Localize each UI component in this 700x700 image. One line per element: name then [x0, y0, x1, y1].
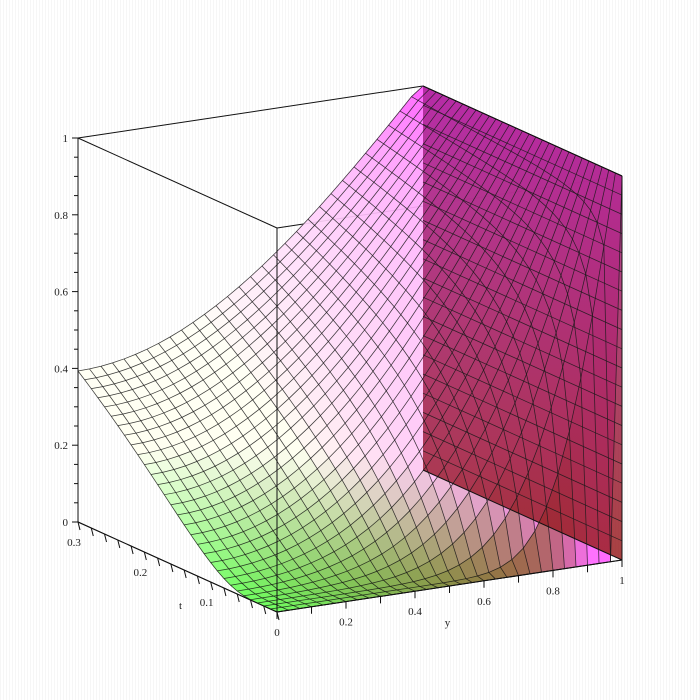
mesh-line-face — [422, 373, 623, 465]
mesh-line-y — [204, 314, 404, 594]
t-axis-tick — [183, 569, 187, 579]
mesh-line-face — [422, 354, 623, 446]
z-tick-label: 0.8 — [54, 210, 68, 222]
z-tick-label: 1 — [63, 133, 69, 145]
mesh-line-y — [192, 322, 393, 596]
mesh-line-y — [319, 206, 519, 576]
mesh-line-y — [89, 368, 289, 611]
t-tick-label: 0.3 — [67, 537, 81, 549]
mesh-line-face — [422, 258, 623, 350]
y-tick-label: 0.4 — [408, 606, 422, 618]
t-axis-tick — [236, 593, 240, 603]
mesh-line-y — [365, 152, 565, 569]
t-axis-tick — [117, 539, 121, 549]
z-axis: 0 0.2 0.4 0.6 0.8 1 — [54, 133, 79, 529]
t-axis: 0.1 0.2 0.3 t — [67, 521, 280, 621]
box-edge — [77, 85, 424, 139]
mesh-line-face — [422, 181, 623, 273]
y-tick-label: 1 — [619, 575, 625, 587]
t-axis-tick — [143, 551, 147, 561]
mesh-line-y — [158, 343, 358, 601]
z-tick-label: 0.4 — [54, 363, 68, 375]
mesh-line-y — [227, 296, 427, 590]
t-axis-tick — [263, 605, 267, 615]
mesh-line-y — [307, 218, 508, 578]
mesh-line-y — [100, 366, 301, 609]
y-tick-label: 0.2 — [339, 617, 353, 629]
mesh-line-y — [296, 231, 496, 580]
box-edge — [422, 85, 623, 177]
t-axis-tick — [210, 581, 214, 591]
t-axis-tick — [196, 575, 200, 585]
t-axis-tick — [170, 563, 174, 573]
z-tick-label: 0.2 — [54, 440, 68, 452]
mesh-line-y — [342, 180, 542, 573]
mesh-line-face — [422, 277, 623, 369]
t-axis-tick — [276, 611, 280, 621]
mesh-line-y — [399, 110, 600, 564]
mesh-line-face — [422, 412, 623, 503]
mesh-line-face — [422, 143, 623, 234]
mesh-line-y — [273, 254, 473, 583]
mesh-line-face — [422, 239, 623, 330]
y-tick-label: 0 — [274, 627, 280, 639]
y-axis: 0 0.2 0.4 0.6 0.8 1 y — [274, 559, 625, 639]
mesh-line-y — [112, 362, 312, 608]
mesh-line-y — [353, 166, 554, 571]
t-axis-tick — [249, 599, 253, 609]
mesh-line-face — [422, 392, 623, 484]
mesh-line-face — [422, 162, 623, 254]
mesh-line-y — [181, 329, 381, 597]
box-edge — [77, 137, 278, 229]
mesh-line-y — [250, 276, 450, 587]
y-tick-label: 0.8 — [546, 585, 560, 597]
mesh-line-y — [238, 286, 439, 589]
mesh-line-face — [422, 220, 623, 311]
y-axis-label: y — [445, 617, 451, 629]
t-axis-line — [77, 521, 278, 613]
z-tick-label: 0.6 — [54, 287, 68, 299]
z-tick-label: 0 — [63, 517, 69, 529]
mesh-line-face — [422, 124, 623, 215]
axes: 0 0.2 0.4 0.6 0.8 1 y 0.1 0.2 0.3 t 0 0.2 0.4 0.6 0.8… — [54, 133, 625, 639]
box-edge — [422, 469, 623, 561]
mesh-line-face — [422, 200, 623, 292]
t-axis-tick — [104, 533, 108, 543]
surface-fill — [77, 85, 623, 613]
t-tick-label: 0.1 — [200, 597, 214, 609]
mesh-line-y — [215, 305, 416, 592]
t-tick-label: 0.2 — [133, 567, 147, 579]
t-axis-label: t — [179, 600, 182, 612]
mesh-line-face — [422, 104, 623, 196]
mesh-line-y — [146, 348, 347, 602]
mesh-line-y — [388, 124, 588, 566]
mesh-line-face — [422, 296, 623, 388]
mesh-line-face — [422, 335, 623, 426]
t-axis-tick — [77, 521, 81, 531]
mesh-line-y — [330, 193, 531, 574]
mesh-line-y — [261, 265, 462, 585]
t-axis-tick — [157, 557, 161, 567]
mesh-line-face — [422, 316, 623, 407]
mesh-line-y — [284, 243, 485, 582]
t-axis-tick — [223, 587, 227, 597]
mesh-line-y — [135, 354, 335, 604]
t-axis-tick — [130, 545, 134, 555]
mesh-line-y — [169, 336, 370, 599]
mesh-line-y — [77, 370, 278, 613]
mesh-line-face — [422, 431, 623, 522]
y-tick-label: 0.6 — [477, 596, 491, 608]
t-axis-tick — [90, 527, 94, 537]
mesh-line-y — [123, 358, 324, 606]
mesh-line-face — [422, 450, 623, 542]
